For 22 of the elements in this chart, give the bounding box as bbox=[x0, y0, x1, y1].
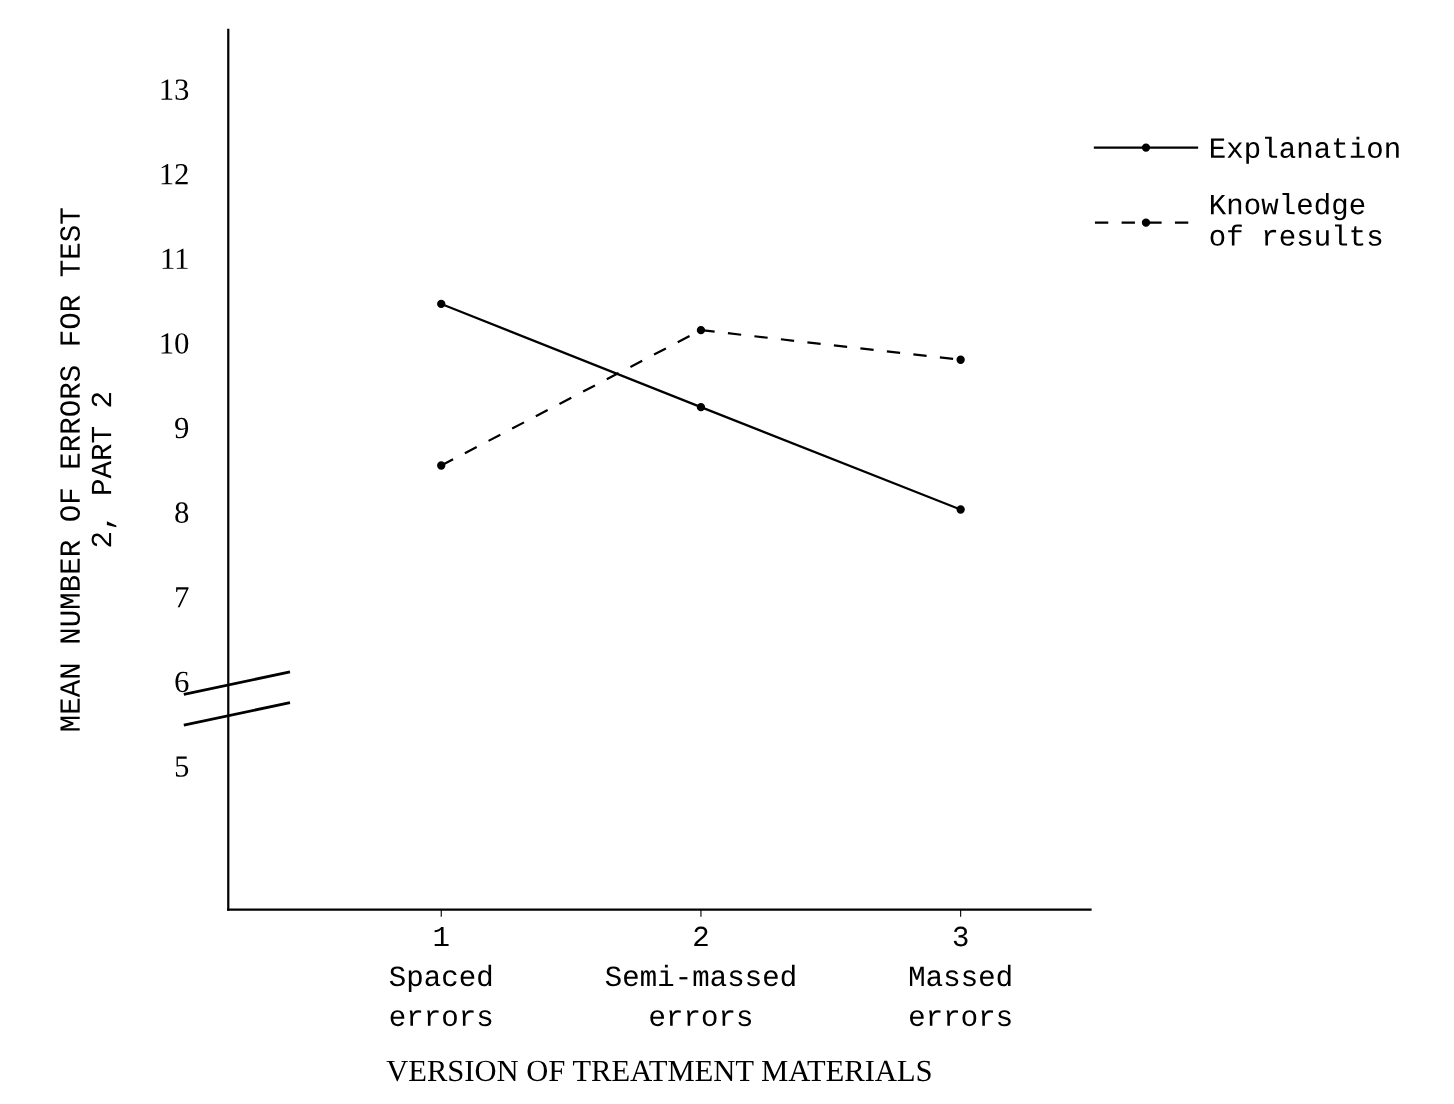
y-tick-label: 12 bbox=[161, 164, 188, 185]
x-tick-label: 3 Massed errors bbox=[909, 926, 1011, 1027]
y-axis-title: MEAN NUMBER OF ERRORS FOR TEST 2, PART 2 bbox=[60, 208, 117, 731]
y-tick-label: 13 bbox=[161, 79, 189, 100]
y-tick-label: 6 bbox=[175, 671, 189, 693]
y-tick-label: 5 bbox=[175, 756, 189, 777]
point bbox=[696, 325, 706, 335]
point bbox=[437, 461, 446, 470]
point bbox=[696, 402, 706, 412]
x-tick-label: 2 Semi-massed errors bbox=[605, 926, 795, 1027]
legend-label: Explanation bbox=[1211, 136, 1399, 164]
legend-label: Knowledge of results bbox=[1210, 193, 1382, 246]
point bbox=[956, 355, 965, 364]
y-tick-label: 9 bbox=[175, 417, 189, 439]
y-tick-label: 10 bbox=[161, 333, 189, 354]
point bbox=[956, 505, 965, 514]
x-axis-title: VERSION OF TREATMENT MATERIALS bbox=[386, 1060, 931, 1082]
point bbox=[437, 299, 446, 309]
y-tick-label: 7 bbox=[176, 587, 189, 608]
y-tick-label: 8 bbox=[175, 502, 189, 523]
x-tick-label: 1 Spaced errors bbox=[389, 926, 492, 1027]
y-tick-label: 11 bbox=[162, 248, 188, 269]
